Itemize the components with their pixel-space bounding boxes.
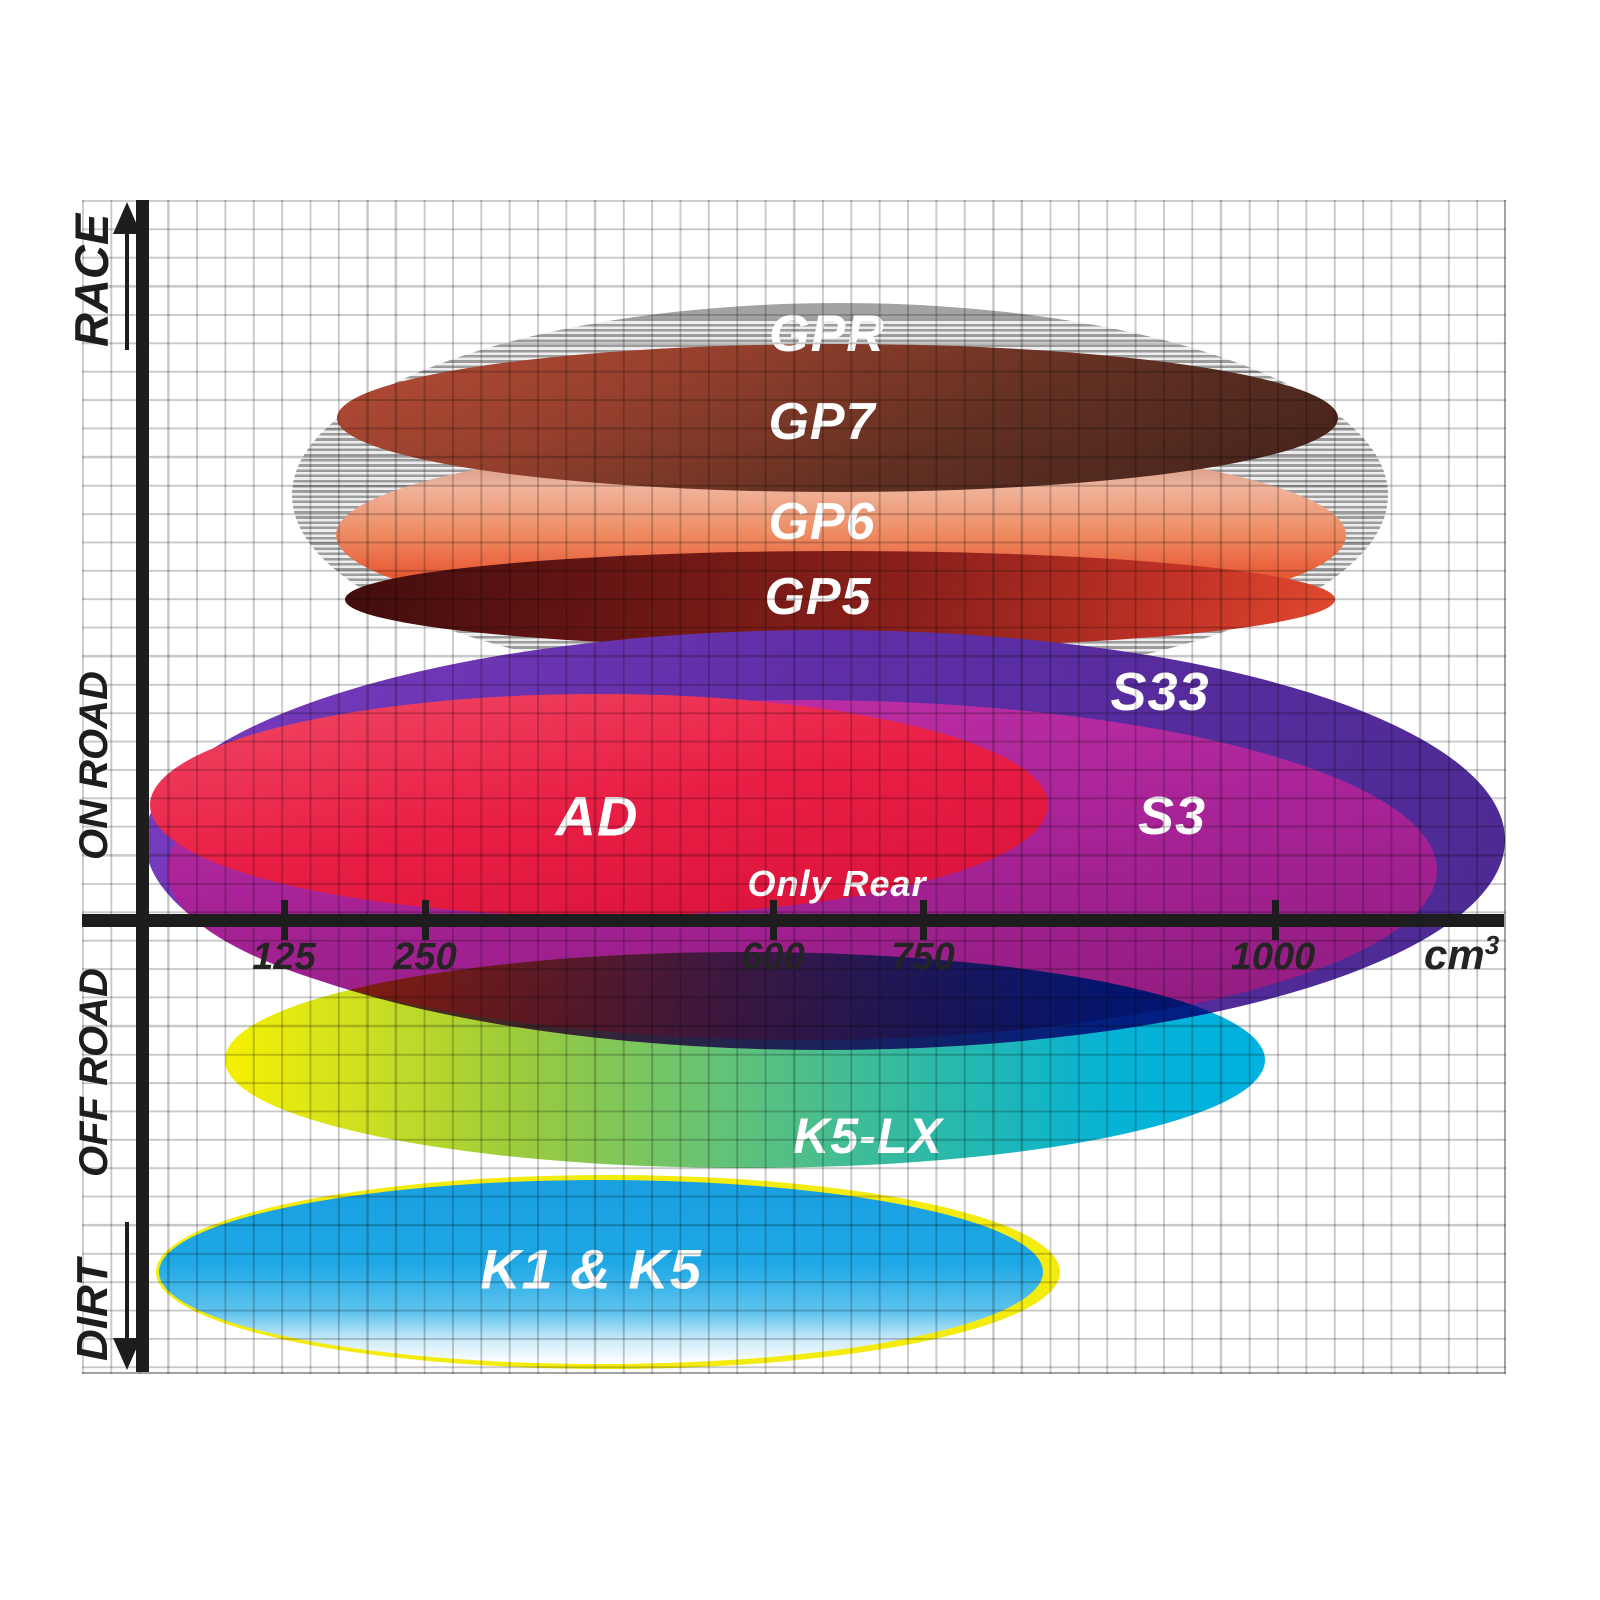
x-tick-mark-250 bbox=[422, 900, 429, 940]
zone-label-off-road: OFF ROAD bbox=[72, 968, 116, 1177]
race-arrow-line bbox=[125, 228, 129, 350]
x-tick-mark-750 bbox=[920, 900, 927, 940]
race-up-arrow-icon bbox=[113, 202, 141, 234]
label-s33: S33 bbox=[1110, 662, 1210, 722]
x-tick-mark-125 bbox=[281, 900, 288, 940]
zone-label-race: RACE bbox=[65, 213, 118, 347]
label-gp5: GP5 bbox=[764, 568, 872, 626]
x-tick-label-250: 250 bbox=[393, 936, 457, 978]
dirt-arrow-line bbox=[125, 1222, 129, 1342]
label-gp7: GP7 bbox=[768, 393, 876, 451]
x-tick-mark-600 bbox=[770, 900, 777, 940]
ellipse-ad bbox=[150, 694, 1048, 916]
x-tick-label-750: 750 bbox=[891, 936, 955, 978]
x-axis-unit-superscript: 3 bbox=[1484, 930, 1500, 960]
ellipse-k5lx bbox=[225, 952, 1265, 1168]
y-axis bbox=[136, 200, 149, 1372]
x-axis-unit-text: cm bbox=[1424, 931, 1485, 978]
label-gp6: GP6 bbox=[768, 493, 876, 551]
x-tick-mark-1000 bbox=[1272, 900, 1279, 940]
label-only-rear: Only Rear bbox=[747, 863, 927, 904]
label-gpr: GPR bbox=[769, 305, 885, 363]
x-tick-label-1000: 1000 bbox=[1230, 936, 1316, 978]
ellipse-k1k5-blue bbox=[159, 1180, 1043, 1364]
x-axis-unit: cm3 bbox=[1424, 930, 1499, 979]
ellipse-gp7 bbox=[337, 344, 1338, 492]
label-s3: S3 bbox=[1137, 786, 1207, 846]
x-axis bbox=[82, 914, 1504, 927]
label-k5lx: K5-LX bbox=[793, 1108, 943, 1164]
label-k1k5: K1 & K5 bbox=[480, 1237, 702, 1301]
x-tick-label-600: 600 bbox=[741, 936, 805, 978]
label-ad: AD bbox=[555, 784, 639, 848]
dirt-down-arrow-icon bbox=[113, 1338, 141, 1370]
zone-label-dirt: DIRT bbox=[68, 1259, 117, 1361]
x-tick-label-125: 125 bbox=[252, 936, 316, 978]
zone-label-on-road: ON ROAD bbox=[72, 671, 116, 861]
